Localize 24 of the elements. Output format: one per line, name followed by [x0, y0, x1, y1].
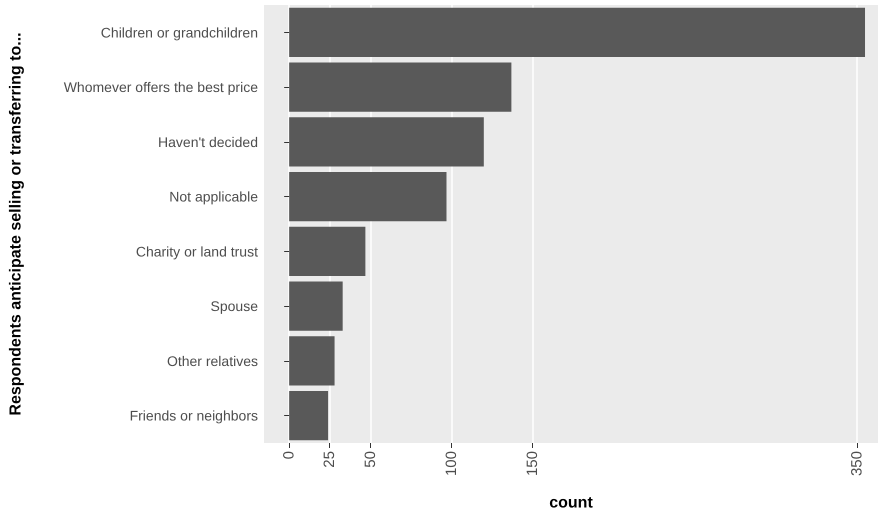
bar [289, 336, 335, 386]
y-tick-label: Friends or neighbors [130, 408, 258, 424]
x-tick-label: 0 [280, 451, 298, 460]
x-axis-title: count [549, 494, 594, 512]
y-tick-label: Whomever offers the best price [64, 79, 258, 96]
y-tick-label: Children or grandchildren [100, 24, 258, 40]
x-tick-label: 25 [321, 451, 338, 468]
x-tick-label: 50 [362, 451, 379, 468]
y-tick-label: Spouse [210, 298, 258, 314]
bar [289, 281, 343, 331]
y-axis-title: Respondents anticipate selling or transferring to... [8, 32, 24, 416]
x-tick-label: 350 [848, 451, 866, 476]
y-tick-label: Charity or land trust [136, 243, 258, 260]
x-tick-label: 150 [524, 451, 541, 476]
y-tick-label: Other relatives [166, 352, 258, 369]
bar [289, 62, 512, 112]
bar [289, 226, 366, 276]
bar [289, 390, 328, 440]
y-tick-label: Haven't decided [158, 134, 258, 150]
bar [289, 8, 866, 58]
bar [289, 117, 484, 167]
y-tick-label: Not applicable [169, 188, 258, 205]
x-tick-label: 100 [442, 451, 460, 476]
bar [289, 172, 446, 222]
